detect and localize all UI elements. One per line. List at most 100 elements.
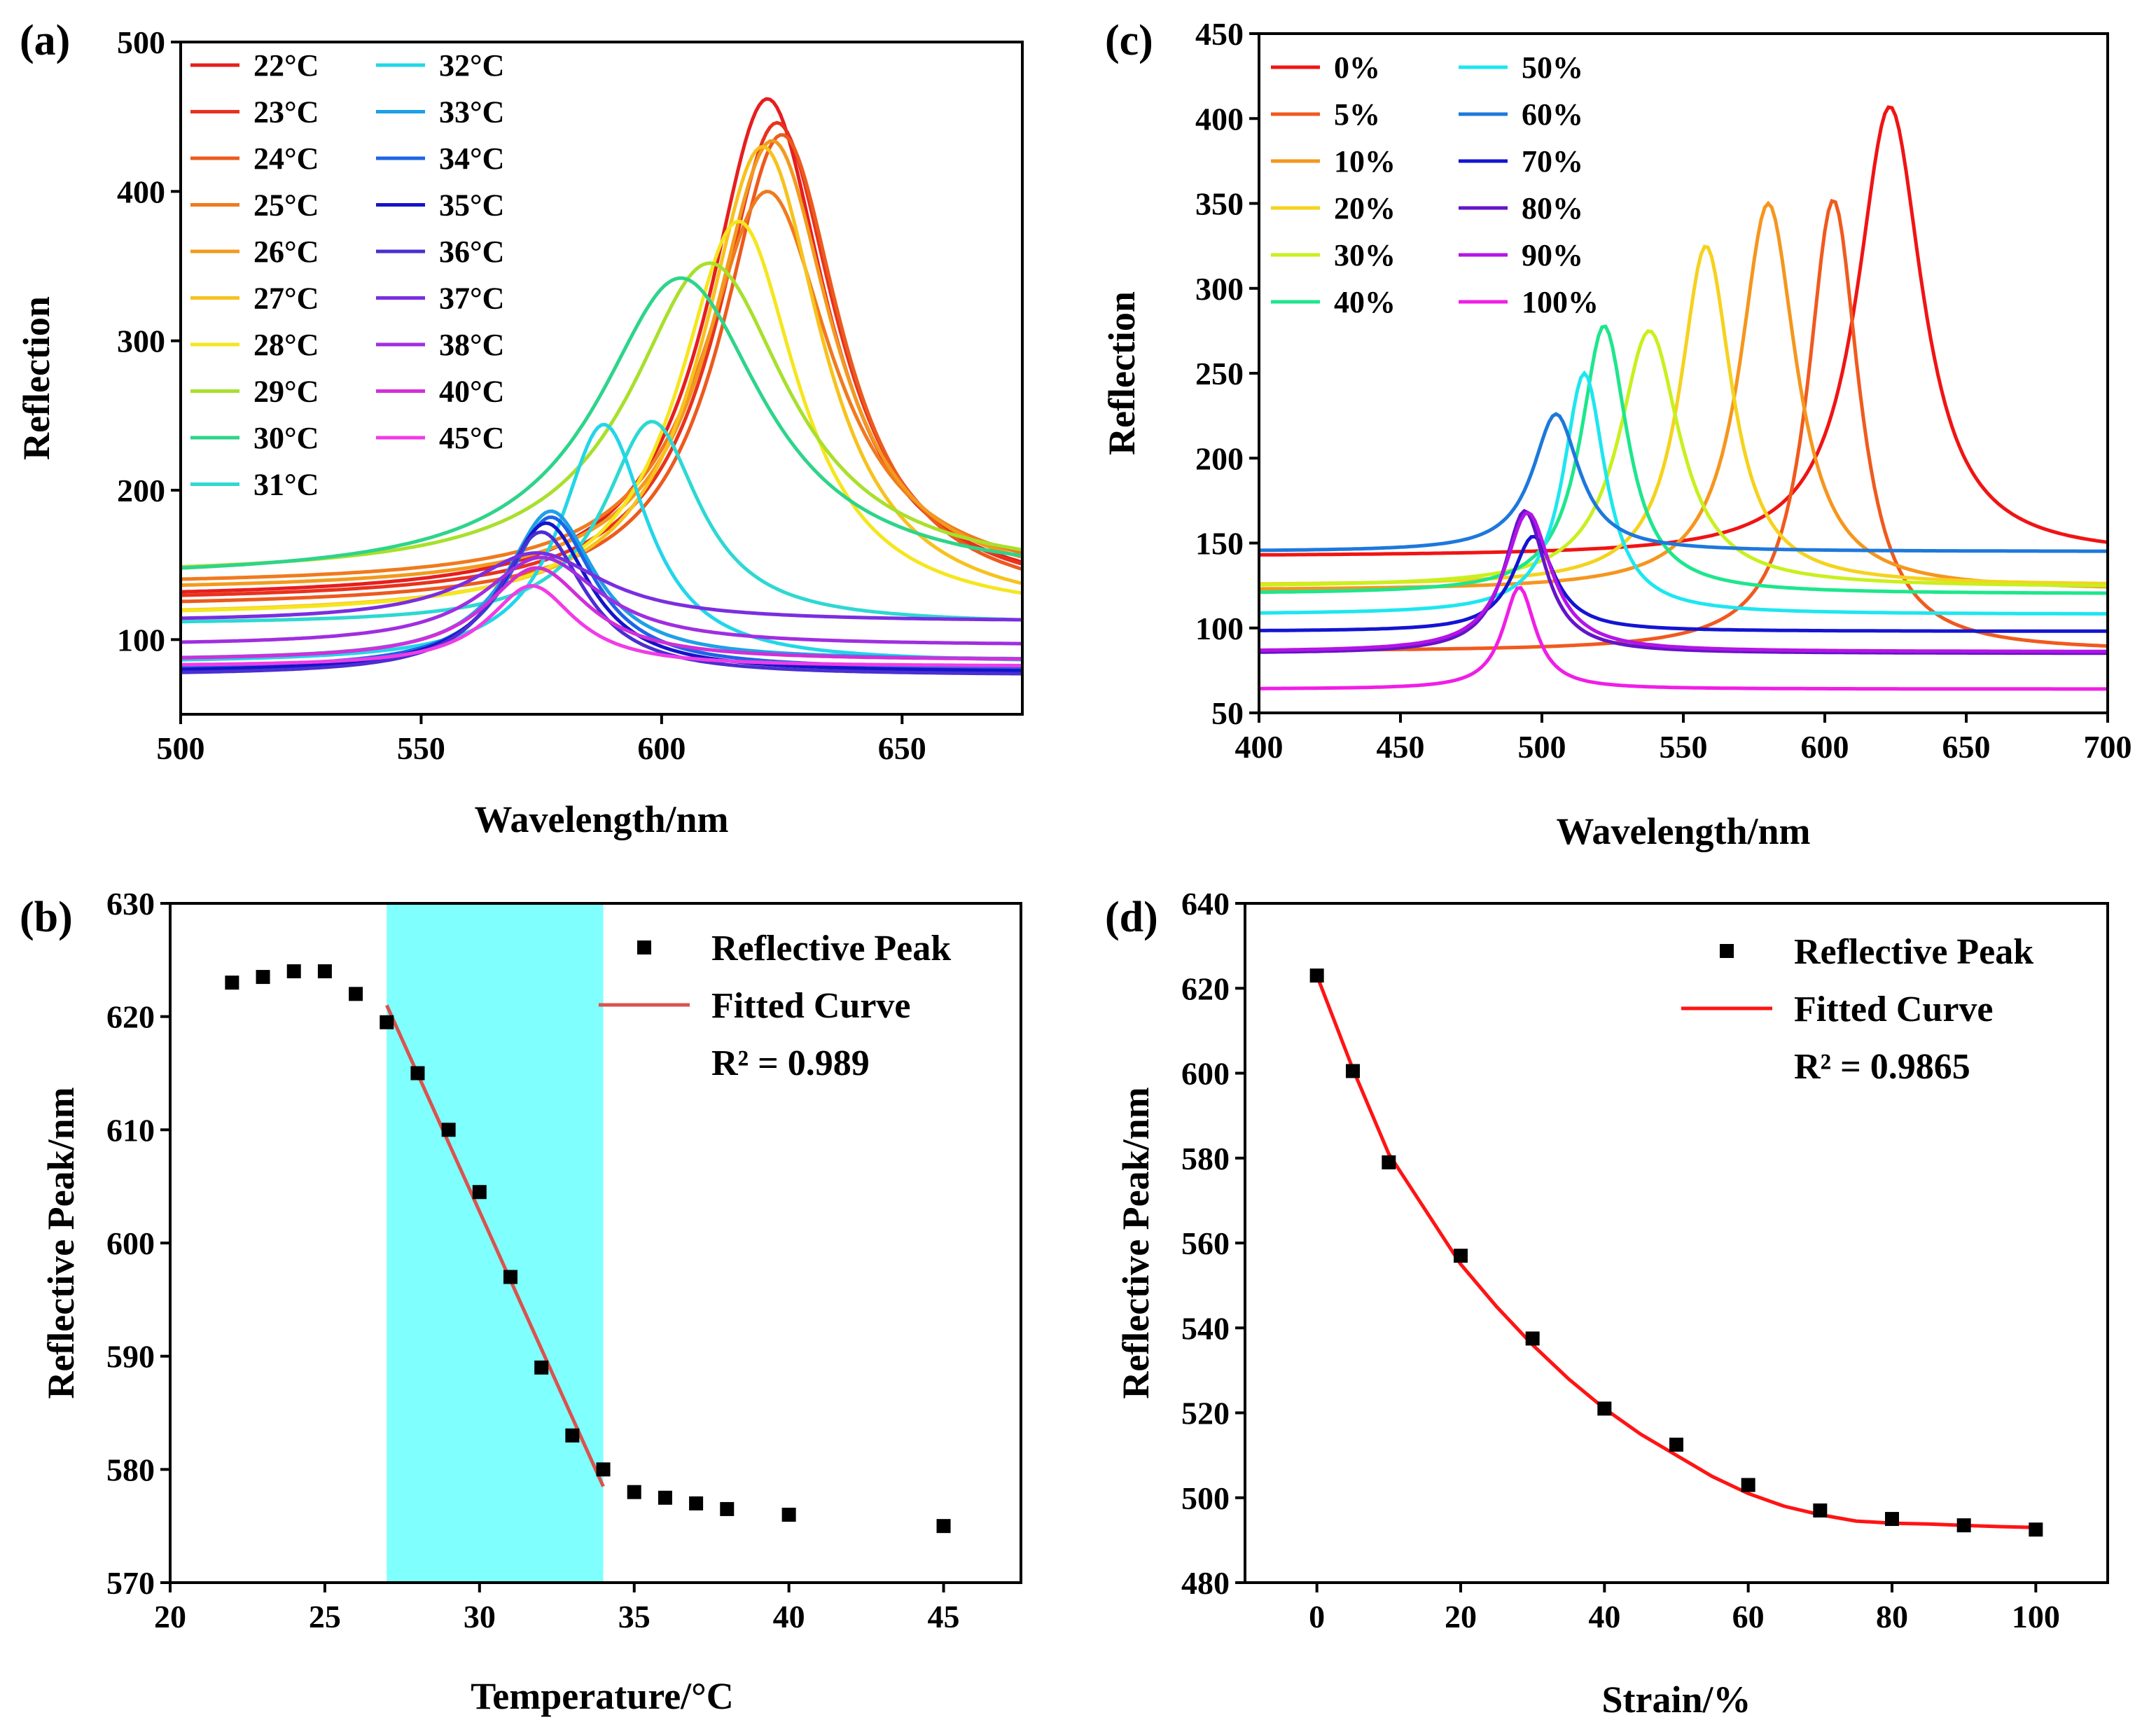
legend-fit-label: Fitted Curve — [711, 986, 910, 1026]
x-tick-label: 450 — [1377, 729, 1425, 765]
y-tick-label: 350 — [1195, 186, 1244, 222]
data-point — [503, 1270, 517, 1284]
legend-label: 5% — [1334, 97, 1380, 132]
x-tick-label: 20 — [1445, 1599, 1477, 1634]
data-point — [1885, 1512, 1899, 1527]
series-line-0% — [1259, 105, 2108, 557]
legend-point-marker — [637, 940, 651, 954]
x-tick-label: 550 — [397, 730, 445, 766]
series-line-100% — [1259, 585, 2108, 691]
y-tick-label: 580 — [106, 1452, 155, 1487]
legend-label: 30% — [1334, 238, 1396, 272]
data-point — [1956, 1518, 1971, 1533]
y-axis-label: Reflective Peak/nm — [1115, 1087, 1157, 1398]
x-tick-label: 40 — [773, 1599, 805, 1634]
fitted-curve — [385, 1004, 605, 1487]
y-tick-label: 450 — [1195, 16, 1244, 52]
fitted-curve — [1315, 975, 2036, 1529]
y-tick-label: 610 — [106, 1112, 155, 1148]
legend-label: 37°C — [439, 282, 504, 316]
data-point — [2029, 1522, 2043, 1537]
data-point — [1813, 1503, 1828, 1518]
data-point — [565, 1428, 580, 1443]
y-tick-label: 300 — [1195, 271, 1244, 307]
legend-label: 40°C — [439, 375, 504, 409]
series-line-30% — [1259, 329, 2108, 588]
legend-label: 28°C — [253, 328, 319, 362]
series-line-28°C — [181, 219, 1022, 613]
legend-label: 38°C — [439, 328, 504, 362]
legend-label: 22°C — [253, 48, 319, 83]
legend-fit-label: Fitted Curve — [1794, 989, 1993, 1029]
x-tick-label: 35 — [618, 1599, 651, 1634]
x-tick-label: 600 — [1801, 729, 1849, 765]
x-tick-label: 100 — [2012, 1599, 2060, 1634]
x-tick-label: 45 — [928, 1599, 960, 1634]
y-tick-label: 200 — [117, 473, 165, 508]
plot-frame — [179, 41, 1024, 716]
data-point — [1741, 1478, 1755, 1492]
r-squared-label: R² = 0.989 — [711, 1043, 870, 1083]
panel-label: (c) — [1105, 17, 1153, 64]
data-point — [534, 1360, 549, 1375]
x-tick-label: 500 — [1518, 729, 1566, 765]
x-tick-label: 25 — [309, 1599, 341, 1634]
legend-points-label: Reflective Peak — [711, 929, 951, 968]
legend-label: 90% — [1522, 238, 1583, 272]
data-point — [720, 1501, 735, 1516]
panel-label: (d) — [1105, 894, 1158, 941]
legend-label: 33°C — [439, 95, 504, 130]
y-tick-label: 570 — [106, 1565, 155, 1601]
data-point — [380, 1015, 394, 1029]
x-tick-label: 700 — [2084, 729, 2132, 765]
series-line-60% — [1259, 412, 2108, 553]
series-line-40°C — [181, 566, 1022, 661]
y-tick-label: 620 — [1181, 971, 1230, 1006]
legend-label: 30°C — [253, 421, 319, 455]
y-tick-label: 200 — [1195, 440, 1244, 476]
x-tick-label: 500 — [157, 730, 205, 766]
series-line-90% — [1259, 510, 2108, 653]
y-tick-label: 590 — [106, 1339, 155, 1375]
y-tick-label: 520 — [1181, 1396, 1230, 1431]
panel-label: (b) — [20, 894, 73, 941]
x-tick-label: 20 — [154, 1599, 186, 1634]
data-point — [1346, 1064, 1360, 1078]
data-point — [256, 970, 270, 985]
legend-label: 25°C — [253, 188, 319, 223]
x-tick-label: 30 — [464, 1599, 496, 1634]
data-point — [1525, 1331, 1540, 1346]
x-tick-label: 80 — [1876, 1599, 1908, 1634]
legend-points-label: Reflective Peak — [1794, 932, 2033, 972]
data-point — [936, 1519, 951, 1534]
y-axis-label: Reflection — [1101, 291, 1143, 455]
data-point — [1382, 1155, 1396, 1169]
series-line-50% — [1259, 370, 2108, 616]
y-tick-label: 400 — [117, 174, 165, 209]
legend-label: 50% — [1522, 50, 1583, 85]
legend-label: 32°C — [439, 48, 504, 83]
x-tick-label: 650 — [878, 730, 926, 766]
y-tick-label: 300 — [117, 324, 165, 359]
legend-label: 31°C — [253, 468, 319, 502]
series-line-35°C — [181, 521, 1022, 673]
y-tick-label: 100 — [1195, 611, 1244, 646]
legend-label: 45°C — [439, 421, 504, 455]
data-point — [410, 1066, 425, 1081]
data-point — [596, 1462, 611, 1477]
x-tick-label: 600 — [637, 730, 686, 766]
y-axis-label: Reflective Peak/nm — [40, 1087, 82, 1398]
y-tick-label: 250 — [1195, 356, 1244, 391]
series-line-24°C — [181, 133, 1022, 604]
series-line-36°C — [181, 530, 1022, 676]
series-line-37°C — [181, 551, 1022, 622]
y-tick-label: 600 — [1181, 1056, 1230, 1092]
y-tick-label: 400 — [1195, 101, 1244, 137]
legend-label: 100% — [1522, 285, 1599, 319]
legend-label: 10% — [1334, 144, 1396, 179]
legend-label: 35°C — [439, 188, 504, 223]
data-point — [286, 964, 301, 978]
y-tick-label: 620 — [106, 999, 155, 1035]
series-line-45°C — [181, 583, 1022, 667]
series-line-38°C — [181, 555, 1022, 646]
